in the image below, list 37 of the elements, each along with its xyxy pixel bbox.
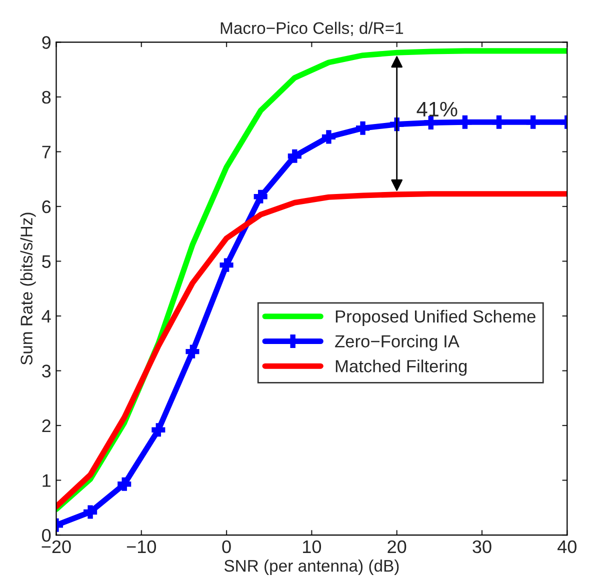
- y-tick-label: 0: [42, 528, 51, 542]
- point: [322, 130, 336, 144]
- legend-label: Matched Filtering: [336, 360, 467, 376]
- y-axis-title: Sum Rate (bits/s/Hz): [20, 212, 36, 365]
- legend-label: Zero−Forcing IA: [335, 334, 460, 351]
- y-tick-label: 5: [42, 255, 51, 268]
- point: [424, 116, 438, 130]
- point: [254, 190, 268, 204]
- y-tick-label: 3: [42, 364, 51, 378]
- point: [220, 258, 234, 272]
- x-tick-label: −10: [126, 540, 156, 554]
- point: [356, 121, 370, 135]
- y-tick-label: 6: [42, 200, 51, 214]
- y-tick-label: 7: [42, 146, 50, 158]
- y-tick-label: 1: [42, 474, 50, 487]
- x-tick-label: 10: [303, 540, 322, 554]
- y-tick-label: 2: [42, 419, 50, 432]
- point: [526, 115, 540, 129]
- point: [458, 115, 472, 129]
- legend-label: Proposed Unified Scheme: [336, 310, 536, 326]
- x-tick-label: 40: [558, 540, 576, 554]
- point: [186, 344, 200, 358]
- point: [118, 477, 132, 491]
- x-tick-label: 30: [472, 540, 492, 554]
- annotation: 41%: [416, 102, 458, 116]
- point: [288, 149, 302, 163]
- chart-title: Macro−Pico Cells; d/R=1: [220, 22, 404, 36]
- x-tick-label: 0: [222, 540, 231, 554]
- point: [84, 505, 98, 519]
- point: [492, 115, 506, 129]
- x-axis-title: SNR (per antenna) (dB): [224, 559, 399, 576]
- point: [152, 423, 166, 437]
- y-tick-label: 4: [42, 310, 51, 323]
- y-tick-label: 9: [42, 36, 51, 49]
- x-tick-label: 20: [388, 540, 406, 554]
- x-tick-label: −20: [42, 540, 71, 554]
- y-tick-label: 8: [42, 90, 51, 104]
